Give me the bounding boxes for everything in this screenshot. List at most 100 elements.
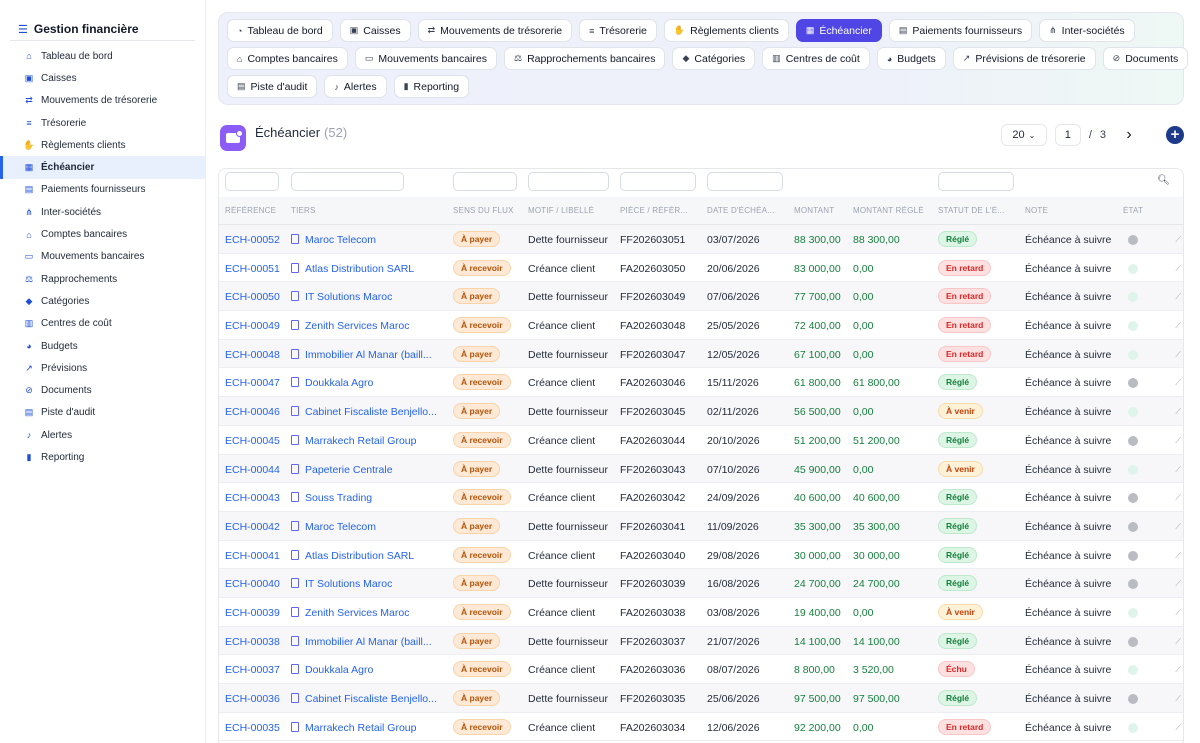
tiers-link[interactable]: Maroc Telecom xyxy=(291,520,376,533)
reference-link[interactable]: ECH-00035 xyxy=(225,721,280,734)
tab-tresorerie[interactable]: ≡ Trésorerie xyxy=(579,19,657,42)
tiers-link[interactable]: Papeterie Centrale xyxy=(291,463,393,476)
table-row[interactable]: ECH-00039 Zenith Services Maroc À recevoir… xyxy=(219,598,1183,627)
sidebar-item-reporting[interactable]: ▮ Reporting xyxy=(0,446,205,468)
tab-alertes[interactable]: ♪ Alertes xyxy=(324,75,387,98)
tiers-link[interactable]: Cabinet Fiscaliste Benjello... xyxy=(291,406,437,418)
tab-rapprochements-bancaires[interactable]: ⚖ Rapprochements bancaires xyxy=(503,47,666,70)
sidebar-item-piste-d-audit[interactable]: ▤ Piste d'audit xyxy=(0,402,205,424)
tiers-link[interactable]: Souss Trading xyxy=(291,492,372,504)
sidebar-item-tresorerie[interactable]: ≡ Trésorerie xyxy=(0,112,205,134)
reference-link[interactable]: ECH-00046 xyxy=(225,406,280,419)
tiers-link[interactable]: Zenith Services Maroc xyxy=(291,320,409,332)
tiers-link[interactable]: Doukkala Agro xyxy=(291,377,373,389)
tiers-link[interactable]: IT Solutions Maroc xyxy=(291,578,392,590)
table-row[interactable]: ECH-00037 Doukkala Agro À recevoir Créance … xyxy=(219,655,1183,684)
tab-mouvements-de-tresorerie[interactable]: ⇄ Mouvements de trésorerie xyxy=(417,19,573,42)
reference-link[interactable]: ECH-00045 xyxy=(225,434,280,447)
resize-handle-icon[interactable]: ⟋ xyxy=(1175,636,1181,646)
reference-link[interactable]: ECH-00052 xyxy=(225,234,280,246)
tab-mouvements-bancaires[interactable]: ▭ Mouvements bancaires xyxy=(354,47,497,70)
table-row[interactable]: ECH-00041 Atlas Distribution SARL À recevo… xyxy=(219,541,1183,570)
sidebar-item-budgets[interactable]: ◕ Budgets xyxy=(0,335,205,357)
column-header[interactable]: RÉFÉRENCE xyxy=(225,206,277,215)
reference-link[interactable]: ECH-00038 xyxy=(225,635,280,648)
resize-handle-icon[interactable]: ⟋ xyxy=(1175,607,1181,617)
column-header[interactable]: PIÈCE / RÉFÉR... xyxy=(620,206,688,215)
tab-budgets[interactable]: ◕ Budgets xyxy=(876,47,946,70)
tab-reglements-clients[interactable]: ✋ Règlements clients xyxy=(663,19,789,42)
filter-sens[interactable] xyxy=(453,172,517,191)
filter-date[interactable] xyxy=(707,172,783,191)
resize-handle-icon[interactable]: ⟋ xyxy=(1175,665,1181,675)
tiers-link[interactable]: Atlas Distribution SARL xyxy=(291,262,414,275)
sidebar-item-tableau-de-bord[interactable]: ⌂ Tableau de bord xyxy=(0,45,205,67)
table-row[interactable]: ECH-00050 IT Solutions Maroc À payer Dette … xyxy=(219,282,1183,312)
reference-link[interactable]: ECH-00043 xyxy=(225,492,280,505)
search-icon[interactable]: 🔍︎ xyxy=(1157,175,1170,186)
sidebar-item-reglements-clients[interactable]: ✋ Règlements clients xyxy=(0,134,205,156)
sidebar-item-caisses[interactable]: ▣ Caisses xyxy=(0,67,205,89)
table-row[interactable]: ECH-00035 Marrakech Retail Group À recevoi… xyxy=(219,713,1183,742)
column-header[interactable]: ÉTAT xyxy=(1123,206,1144,215)
tiers-link[interactable]: Zenith Services Maroc xyxy=(291,606,409,619)
filter-piece[interactable] xyxy=(620,172,696,191)
reference-link[interactable]: ECH-00042 xyxy=(225,520,280,533)
filter-reference[interactable] xyxy=(225,172,279,191)
table-row[interactable]: ECH-00047 Doukkala Agro À recevoir Créance … xyxy=(219,368,1183,398)
brand[interactable]: ☰ Gestion financière xyxy=(0,0,205,40)
reference-link[interactable]: ECH-00044 xyxy=(225,463,280,476)
tiers-link[interactable]: Immobilier Al Manar (baill... xyxy=(291,635,432,648)
column-header[interactable]: MONTANT RÉGLÉ xyxy=(853,206,924,215)
tab-tableau-de-bord[interactable]: ◔ Tableau de bord xyxy=(227,19,333,42)
sidebar-item-mouvements-de-tresorerie[interactable]: ⇄ Mouvements de trésorerie xyxy=(0,90,205,112)
tiers-link[interactable]: Cabinet Fiscaliste Benjello... xyxy=(291,693,437,705)
sidebar-item-inter-societes[interactable]: ⋔ Inter-sociétés xyxy=(0,201,205,223)
tiers-link[interactable]: Atlas Distribution SARL xyxy=(291,549,414,562)
column-header[interactable]: TIERS xyxy=(291,206,316,215)
resize-handle-icon[interactable]: ⟋ xyxy=(1175,235,1181,244)
table-row[interactable]: ECH-00044 Papeterie Centrale À payer Dette … xyxy=(219,454,1183,484)
tab-centres-de-cout[interactable]: ▥ Centres de coût xyxy=(762,47,870,70)
resize-handle-icon[interactable]: ⟋ xyxy=(1175,694,1181,703)
table-row[interactable]: ECH-00036 Cabinet Fiscaliste Benjello... À… xyxy=(219,684,1183,713)
tiers-link[interactable]: Doukkala Agro xyxy=(291,664,373,676)
page-size-select[interactable]: 20 ⌄ xyxy=(1000,124,1047,146)
next-page-button[interactable]: › xyxy=(1126,126,1132,143)
resize-handle-icon[interactable]: ⟋ xyxy=(1175,378,1181,388)
reference-link[interactable]: ECH-00051 xyxy=(225,262,280,275)
reference-link[interactable]: ECH-00049 xyxy=(225,320,280,333)
sidebar-item-rapprochements[interactable]: ⚖ Rapprochements xyxy=(0,268,205,290)
reference-link[interactable]: ECH-00039 xyxy=(225,606,280,619)
tab-paiements-fournisseurs[interactable]: ▤ Paiements fournisseurs xyxy=(888,19,1033,42)
tab-documents[interactable]: ⊘ Documents xyxy=(1102,47,1189,70)
table-row[interactable]: ECH-00051 Atlas Distribution SARL À recevo… xyxy=(219,254,1183,283)
resize-handle-icon[interactable]: ⟋ xyxy=(1175,579,1181,589)
reference-link[interactable]: ECH-00037 xyxy=(225,664,280,677)
resize-handle-icon[interactable]: ⟋ xyxy=(1175,349,1181,359)
tiers-link[interactable]: Immobilier Al Manar (baill... xyxy=(291,348,432,361)
column-header[interactable]: SENS DU FLUX xyxy=(453,206,514,215)
column-header[interactable]: MOTIF / LIBELLÉ xyxy=(528,206,595,215)
table-row[interactable]: ECH-00043 Souss Trading À recevoir Créance … xyxy=(219,483,1183,512)
resize-handle-icon[interactable]: ⟋ xyxy=(1175,493,1181,503)
filter-motif[interactable] xyxy=(528,172,609,191)
column-header[interactable]: STATUT DE L'É... xyxy=(938,206,1005,215)
sidebar-item-categories[interactable]: ◆ Catégories xyxy=(0,290,205,312)
tiers-link[interactable]: Marrakech Retail Group xyxy=(291,434,416,447)
sidebar-item-paiements-fournisseurs[interactable]: ▤ Paiements fournisseurs xyxy=(0,179,205,201)
table-row[interactable]: ECH-00038 Immobilier Al Manar (baill... À … xyxy=(219,626,1183,656)
resize-handle-icon[interactable]: ⟋ xyxy=(1175,550,1181,560)
tab-comptes-bancaires[interactable]: ⌂ Comptes bancaires xyxy=(227,47,348,70)
tiers-link[interactable]: Marrakech Retail Group xyxy=(291,721,416,734)
page-number-input[interactable]: 1 xyxy=(1054,124,1081,146)
resize-handle-icon[interactable]: ⟋ xyxy=(1175,407,1181,417)
reference-link[interactable]: ECH-00041 xyxy=(225,549,280,562)
sidebar-item-echeancier[interactable]: ▦ Échéancier xyxy=(0,156,205,179)
table-row[interactable]: ECH-00052 Maroc Telecom À payer Dette fourn… xyxy=(219,225,1183,254)
tab-piste-d-audit[interactable]: ▤ Piste d'audit xyxy=(227,75,318,98)
resize-handle-icon[interactable]: ⟋ xyxy=(1175,292,1181,302)
filter-statut[interactable] xyxy=(938,172,1014,191)
add-button[interactable]: + xyxy=(1166,126,1184,144)
reference-link[interactable]: ECH-00036 xyxy=(225,693,280,705)
